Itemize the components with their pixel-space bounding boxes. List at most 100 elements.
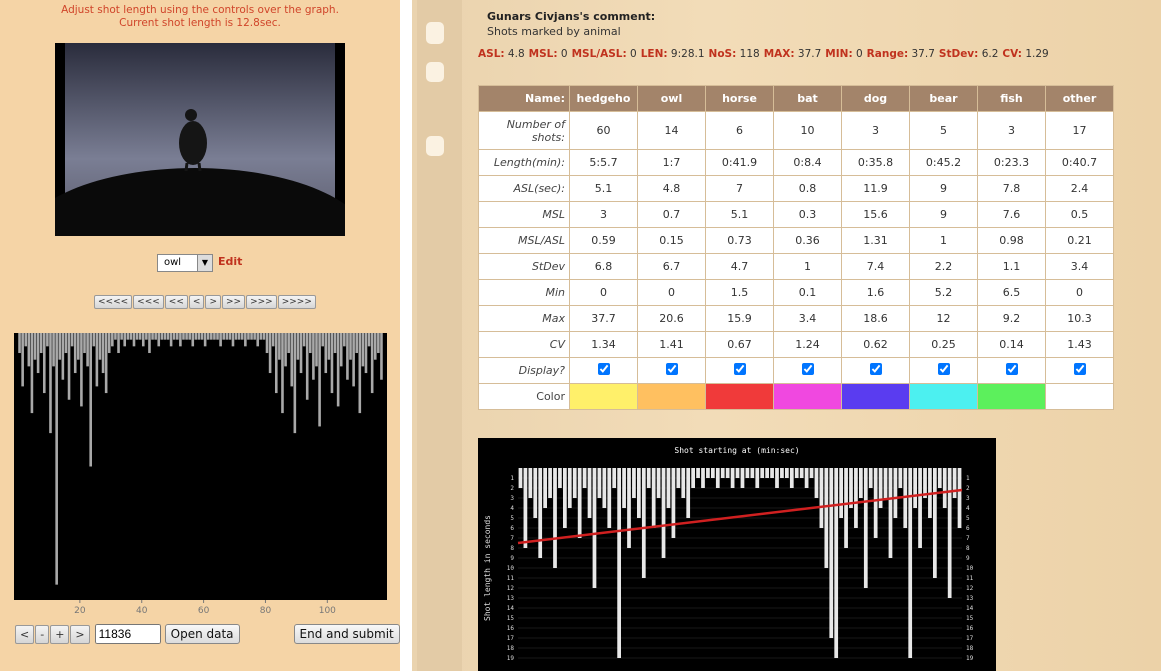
row-label: Max — [479, 306, 570, 332]
stat-label: Range: — [867, 48, 908, 60]
instruction: Current shot length is 12.8sec. — [0, 17, 400, 30]
shot-bar — [164, 333, 167, 340]
nav-button[interactable]: >> — [222, 295, 245, 309]
shot-bar — [284, 333, 287, 366]
animal-select[interactable]: owl ▼ — [157, 254, 213, 272]
shot-bar — [721, 468, 725, 478]
shot-bar — [898, 468, 902, 488]
table-cell: 7.4 — [842, 254, 910, 280]
table-cell: 0.59 — [570, 228, 638, 254]
table-cell: 5 — [910, 112, 978, 150]
shot-bar — [201, 333, 204, 340]
display-checkbox[interactable] — [734, 363, 746, 375]
shot-bar — [111, 333, 114, 346]
table-cell: 0:45.2 — [910, 150, 978, 176]
color-swatch[interactable] — [978, 384, 1046, 410]
shot-bar — [148, 333, 151, 353]
shot-bar — [123, 333, 126, 346]
row-label: CV — [479, 332, 570, 358]
step-button[interactable]: - — [35, 625, 49, 644]
stat-label: StDev: — [939, 48, 978, 60]
shot-bar — [578, 468, 582, 538]
nav-button[interactable]: <<<< — [94, 295, 132, 309]
display-checkbox[interactable] — [666, 363, 678, 375]
table-cell: 1.43 — [1046, 332, 1114, 358]
color-swatch[interactable] — [774, 384, 842, 410]
animal-table: Name:hedgehoowlhorsebatdogbearfishotherN… — [478, 85, 1114, 410]
shot-bar — [315, 333, 318, 366]
table-cell: 5.2 — [910, 280, 978, 306]
step-button[interactable]: + — [50, 625, 69, 644]
shot-bar — [43, 333, 46, 393]
shot-bar — [331, 333, 334, 393]
table-row: MSL/ASL0.590.150.730.361.3110.980.21 — [479, 228, 1114, 254]
color-swatch[interactable] — [842, 384, 910, 410]
stat-label: LEN: — [641, 48, 668, 60]
step-button[interactable]: < — [15, 625, 34, 644]
nav-button[interactable]: > — [205, 295, 221, 309]
row-label: MSL — [479, 202, 570, 228]
y-tick-label: 13 — [966, 595, 974, 602]
table-cell: 0:35.8 — [842, 150, 910, 176]
y-tick-label: 19 — [966, 655, 974, 662]
display-checkbox[interactable] — [938, 363, 950, 375]
shot-bar — [191, 333, 194, 346]
y-tick-label: 7 — [966, 535, 970, 542]
shot-bar — [324, 333, 327, 373]
shot-bar — [377, 333, 380, 353]
video-frame — [55, 43, 345, 236]
color-swatch[interactable] — [910, 384, 978, 410]
stat-label: MAX: — [764, 48, 795, 60]
nav-button[interactable]: <<< — [133, 295, 164, 309]
shot-bar — [127, 333, 130, 340]
table-cell: 0:8.4 — [774, 150, 842, 176]
color-swatch[interactable] — [706, 384, 774, 410]
shot-bar — [785, 468, 789, 478]
color-swatch[interactable] — [1046, 384, 1114, 410]
display-checkbox[interactable] — [1006, 363, 1018, 375]
display-checkbox[interactable] — [598, 363, 610, 375]
shot-bar — [290, 333, 293, 386]
y-tick-label: 10 — [507, 565, 515, 572]
table-cell: 3.4 — [1046, 254, 1114, 280]
nav-button[interactable]: < — [189, 295, 205, 309]
stat-value: 0 — [561, 48, 568, 60]
step-button[interactable]: > — [70, 625, 89, 644]
open-button[interactable]: Open data — [165, 624, 240, 644]
submit-button[interactable]: End and submit — [294, 624, 400, 644]
y-tick-label: 17 — [966, 635, 974, 642]
shot-bar — [287, 333, 290, 353]
shot-bar — [652, 468, 656, 528]
nav-button[interactable]: << — [165, 295, 188, 309]
shot-bar — [913, 468, 917, 508]
shot-bar — [953, 468, 957, 498]
shot-bar — [563, 468, 567, 528]
nav-button[interactable]: >>> — [246, 295, 277, 309]
header-cell: other — [1046, 86, 1114, 112]
table-cell: 9 — [910, 202, 978, 228]
display-checkbox[interactable] — [802, 363, 814, 375]
color-swatch[interactable] — [570, 384, 638, 410]
shot-bar — [731, 468, 735, 488]
table-cell: 15.9 — [706, 306, 774, 332]
table-cell: 14 — [638, 112, 706, 150]
shot-bar — [359, 333, 362, 413]
display-cell — [570, 358, 638, 384]
position-input[interactable] — [95, 624, 161, 644]
shot-bar — [102, 333, 105, 373]
shot-bar — [657, 468, 661, 498]
shot-bar — [676, 468, 680, 488]
nav-button[interactable]: >>>> — [278, 295, 316, 309]
edit-link[interactable]: Edit — [218, 255, 242, 268]
shot-bar — [672, 468, 676, 538]
shot-bar — [760, 468, 764, 478]
table-cell: 3 — [842, 112, 910, 150]
color-swatch[interactable] — [638, 384, 706, 410]
display-checkbox[interactable] — [870, 363, 882, 375]
shot-bar — [105, 333, 108, 393]
shot-bar — [154, 333, 157, 340]
display-checkbox[interactable] — [1074, 363, 1086, 375]
shot-bar — [519, 468, 523, 488]
table-cell: 0 — [638, 280, 706, 306]
table-cell: 18.6 — [842, 306, 910, 332]
